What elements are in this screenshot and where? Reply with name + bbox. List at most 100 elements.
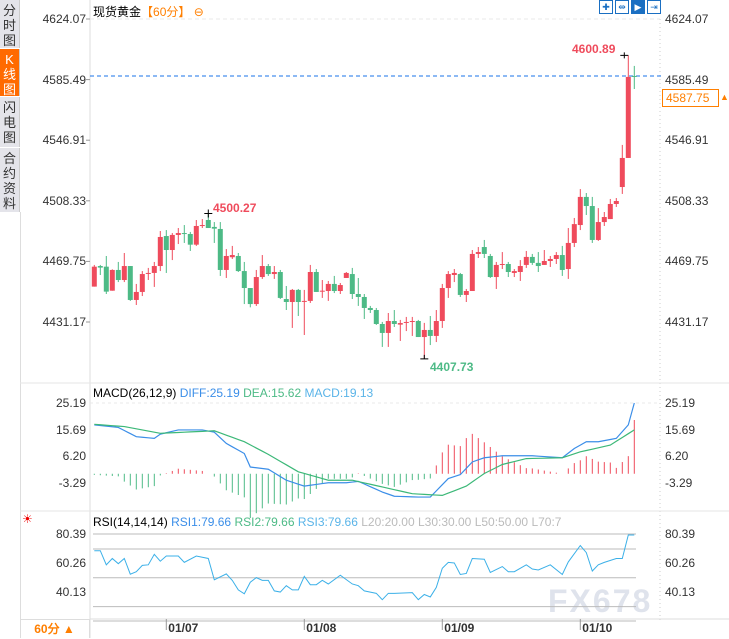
macd-tick-left: 6.20: [62, 449, 86, 464]
candle-body: [235, 255, 241, 272]
candle-body: [487, 255, 493, 278]
rsi-tick-right: 80.39: [665, 527, 696, 541]
tab-time-sharing[interactable]: 分时图: [0, 0, 20, 48]
candle-body: [517, 266, 523, 273]
low-marker: [420, 354, 429, 360]
x-axis-date-label: 01/07: [168, 621, 199, 635]
candle-body: [163, 236, 169, 251]
rsi-title: RSI(14,14,14): [93, 515, 168, 529]
macd-tick-right: 6.20: [665, 449, 689, 464]
candle-body: [187, 233, 193, 245]
candle-body: [109, 269, 115, 291]
price-tick-left: 4624.07: [42, 12, 86, 26]
tab-flash-chart[interactable]: 闪电图: [0, 97, 20, 147]
low-annotation: 4407.73: [430, 360, 474, 374]
play-forward-icon[interactable]: ▶: [631, 0, 645, 14]
local-high-annotation: 4500.27: [213, 201, 257, 215]
price-tick-right: 4546.91: [665, 133, 709, 148]
l70-value: L70:7: [531, 515, 562, 529]
candle-body: [457, 274, 463, 295]
price-tick-left: 4431.17: [42, 315, 86, 329]
candle-body: [343, 272, 349, 278]
candle-body: [331, 283, 337, 292]
current-price-tag: 4587.75: [662, 89, 719, 107]
tab-kline[interactable]: K线图: [0, 49, 20, 97]
zoom-range-icon[interactable]: ⇹: [615, 0, 629, 14]
rsi-tick-right: 40.13: [665, 585, 696, 599]
candle-body: [607, 203, 613, 220]
candle-body: [259, 266, 265, 278]
macd-legend: MACD(26,12,9) DIFF:25.19 DEA:15.62 MACD:…: [93, 386, 373, 400]
candle-body: [151, 266, 157, 273]
candle-body: [265, 266, 271, 275]
candle-body: [541, 261, 547, 265]
candle-body: [409, 321, 415, 323]
macd-title: MACD(26,12,9): [93, 386, 177, 400]
circle-minus-icon[interactable]: ⊖: [193, 5, 204, 19]
candle-body: [319, 290, 325, 292]
crosshair-icon[interactable]: ✚: [599, 0, 613, 14]
l50-value: L50:50.00: [474, 515, 529, 529]
rsi-line: [94, 534, 635, 601]
candle-body: [385, 321, 391, 333]
rsi-legend: RSI(14,14,14) RSI1:79.66 RSI2:79.66 RSI3…: [93, 515, 561, 529]
candle-body: [247, 288, 253, 305]
candle-body: [535, 262, 541, 267]
macd-tick-right: -3.29: [665, 476, 693, 490]
price-tick-right: 4624.07: [665, 12, 709, 26]
macd-dea-value: DEA:15.62: [243, 386, 302, 400]
candle-body: [601, 217, 607, 223]
rsi2-value: RSI2:79.66: [234, 515, 295, 529]
candle-body: [367, 307, 373, 311]
candle-body: [97, 266, 103, 268]
candle-body: [277, 272, 283, 298]
macd-tick-left: 25.19: [55, 396, 86, 410]
sidebar-divider: [20, 212, 21, 638]
macd-macd-value: MACD:19.13: [304, 386, 374, 400]
candle-body: [565, 242, 571, 270]
candle-body: [355, 293, 361, 297]
candle-body: [553, 255, 559, 259]
price-tick-left: 4546.91: [42, 133, 86, 148]
candle-body: [91, 266, 97, 287]
candle-body: [631, 75, 637, 77]
candle-body: [529, 256, 535, 263]
candle-body: [133, 291, 139, 300]
candle-body: [589, 206, 595, 240]
candle-body: [571, 224, 577, 243]
rsi1-value: RSI1:79.66: [171, 515, 232, 529]
period-label[interactable]: 【60分】: [141, 5, 191, 19]
rsi-tick-left: 80.39: [55, 527, 86, 541]
candle-body: [127, 266, 133, 300]
candle-body: [577, 196, 583, 226]
x-axis-date-label: 01/10: [582, 621, 613, 635]
price-tick-left: 4469.75: [42, 254, 86, 269]
macd-dea-line: [94, 423, 635, 496]
candle-body: [103, 266, 109, 292]
candle-body: [613, 201, 619, 204]
candle-body: [253, 277, 259, 305]
candle-body: [289, 289, 295, 303]
rsi-tick-right: 60.26: [665, 556, 696, 570]
tab-contract-info[interactable]: 合约资料: [0, 148, 20, 212]
candle-body: [481, 247, 487, 254]
candle-body: [559, 255, 565, 270]
candle-body: [469, 253, 475, 292]
jump-end-icon[interactable]: ⇥: [647, 0, 661, 14]
candle-body: [493, 264, 499, 278]
candle-body: [199, 225, 205, 227]
candle-body: [169, 234, 175, 251]
price-tick-right: 4431.17: [665, 315, 709, 329]
triangle-up-icon: ▲: [720, 92, 729, 102]
candle-body: [193, 225, 199, 245]
candle-body: [625, 76, 631, 158]
l30-value: L30:30.00: [417, 515, 472, 529]
macd-tick-left: 15.69: [55, 422, 86, 437]
candle-body: [373, 310, 379, 324]
candle-body: [451, 272, 457, 275]
settings-sun-icon[interactable]: ☀: [22, 512, 33, 526]
candle-body: [121, 266, 127, 281]
l20-value: L20:20.00: [361, 515, 415, 529]
local-high-marker: [204, 209, 213, 218]
